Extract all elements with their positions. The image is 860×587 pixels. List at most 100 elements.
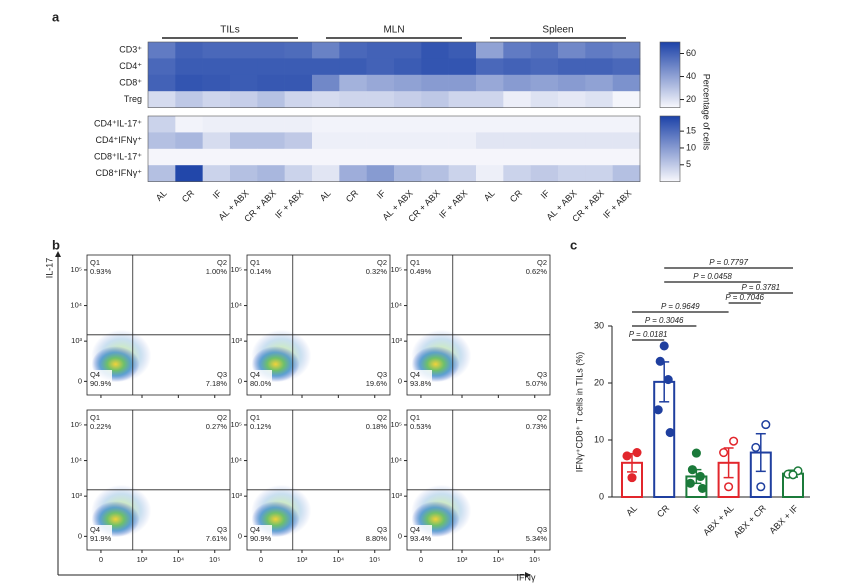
heat-cell [394, 116, 422, 133]
y-tick-label: 10³ [71, 491, 82, 500]
quadrant-value: 0.53% [410, 422, 432, 431]
heat-cell [230, 116, 258, 133]
column-label: IF + ABX [437, 188, 469, 220]
data-point [756, 482, 766, 492]
panel-label: a [52, 9, 60, 24]
y-tick-label: 0 [238, 531, 242, 540]
row-label: CD4⁺IL-17⁺ [94, 119, 142, 129]
heat-cell [585, 58, 613, 76]
data-point [659, 341, 669, 351]
column-label: AL [318, 188, 333, 203]
quadrant-value: 0.93% [90, 267, 112, 276]
quadrant-name: Q3 [377, 370, 387, 379]
heat-cell [284, 132, 313, 150]
heat-cell [230, 165, 258, 182]
heat-cell [448, 132, 477, 150]
heat-cell [448, 74, 477, 92]
y-tick-label: 10³ [231, 491, 242, 500]
x-tick-label: 10⁵ [209, 555, 220, 564]
y-tick-label: 10⁵ [71, 265, 82, 274]
block-frame [147, 41, 641, 108]
heat-cell [585, 91, 613, 108]
heat-cell [257, 58, 285, 76]
heat-cell [230, 74, 258, 92]
p-value: P = 0.0458 [693, 272, 732, 281]
heat-cell [476, 58, 504, 76]
heat-cell [558, 74, 586, 92]
p-value: P = 0.7046 [725, 293, 764, 302]
y-tick-label: 10³ [71, 336, 82, 345]
quadrant-name: Q4 [410, 525, 420, 534]
heat-cell [284, 165, 313, 182]
quadrant-value: 93.4% [410, 534, 432, 543]
data-point [622, 451, 632, 461]
x-tick-label: CR [655, 503, 672, 520]
quadrant-value: 91.9% [90, 534, 112, 543]
y-tick-label: 10⁴ [390, 456, 402, 465]
heat-cell [421, 91, 449, 108]
heat-cell [366, 42, 395, 59]
heat-cell [148, 148, 176, 166]
y-tick-label: 30 [594, 320, 604, 330]
heat-cell [312, 42, 340, 59]
label-box [248, 525, 272, 545]
heat-cell [612, 58, 641, 76]
y-tick-label: 10³ [391, 336, 402, 345]
heat-cell [230, 58, 258, 76]
colorbar-tick-label: 15 [686, 126, 696, 136]
heat-cell [530, 132, 559, 150]
heat-cell [175, 165, 203, 182]
data-point [665, 428, 675, 438]
heat-cell [312, 165, 340, 182]
heat-cell [421, 58, 449, 76]
quadrant-value: 0.73% [526, 422, 548, 431]
heat-cell [448, 165, 477, 182]
heat-cell [421, 116, 449, 133]
colorbar-label: Percentage of cells [702, 74, 712, 151]
heat-cell [284, 58, 313, 76]
heat-cell [585, 74, 613, 92]
heat-cell [284, 148, 313, 166]
heat-cell [366, 132, 395, 150]
y-axis-label: IFNγ⁺CD8⁺ T cells in TILs (%) [574, 352, 584, 473]
heat-cell [366, 148, 395, 166]
heat-cell [284, 42, 313, 59]
x-tick-label: 10⁴ [333, 555, 345, 564]
y-axis-label: IL-17 [44, 258, 54, 279]
column-label: CR [180, 188, 197, 205]
heat-cell [585, 116, 613, 133]
heat-cell [612, 132, 641, 150]
heat-cell [202, 58, 231, 76]
heat-cell [476, 74, 504, 92]
heat-cell [175, 42, 203, 59]
heat-cell [421, 42, 449, 59]
quadrant-value: 1.00% [206, 267, 228, 276]
p-value: P = 0.7797 [709, 258, 748, 267]
heat-cell [148, 58, 176, 76]
heat-cell [257, 116, 285, 133]
quadrant-name: Q2 [217, 413, 227, 422]
heat-cell [312, 74, 340, 92]
heat-cell [394, 42, 422, 59]
heat-cell [394, 74, 422, 92]
heat-cell [339, 148, 367, 166]
column-label: IF [375, 188, 388, 201]
heat-cell [448, 91, 477, 108]
x-tick-label: 10³ [457, 555, 468, 564]
heat-cell [585, 42, 613, 59]
heat-cell [339, 132, 367, 150]
heat-cell [202, 116, 231, 133]
label-box [248, 370, 272, 390]
quadrant-value: 7.61% [206, 534, 228, 543]
heat-cell [148, 116, 176, 133]
heat-cell [175, 58, 203, 76]
data-point [729, 436, 739, 446]
heat-cell [530, 91, 559, 108]
plot-frame [406, 254, 551, 396]
heat-cell [257, 148, 285, 166]
column-label: IF [211, 188, 224, 201]
quadrant-value: 93.8% [410, 379, 432, 388]
y-tick-label: 20 [594, 377, 604, 387]
data-point [663, 375, 673, 385]
